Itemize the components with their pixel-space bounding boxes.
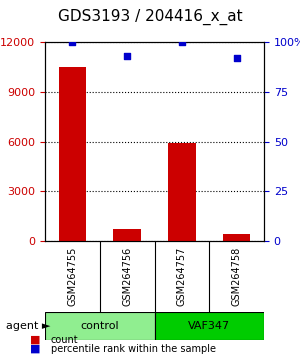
Text: ■: ■ [30, 335, 40, 345]
Point [70, 40, 75, 45]
Point [234, 56, 239, 61]
Point [125, 53, 130, 59]
Text: GDS3193 / 204416_x_at: GDS3193 / 204416_x_at [58, 8, 242, 25]
Text: agent ►: agent ► [6, 321, 50, 331]
Text: GSM264758: GSM264758 [232, 246, 242, 306]
Point [179, 40, 184, 45]
Text: GSM264757: GSM264757 [177, 246, 187, 306]
Text: ■: ■ [30, 344, 40, 354]
Text: GSM264756: GSM264756 [122, 246, 132, 306]
Text: percentile rank within the sample: percentile rank within the sample [51, 344, 216, 354]
Text: count: count [51, 335, 79, 345]
Text: VAF347: VAF347 [188, 321, 230, 331]
Bar [168, 143, 196, 241]
FancyBboxPatch shape [45, 312, 154, 340]
FancyBboxPatch shape [154, 312, 264, 340]
Text: control: control [80, 321, 119, 331]
Bar [113, 229, 141, 241]
Bar [223, 234, 250, 241]
Text: GSM264755: GSM264755 [68, 246, 77, 306]
Bar [59, 67, 86, 241]
